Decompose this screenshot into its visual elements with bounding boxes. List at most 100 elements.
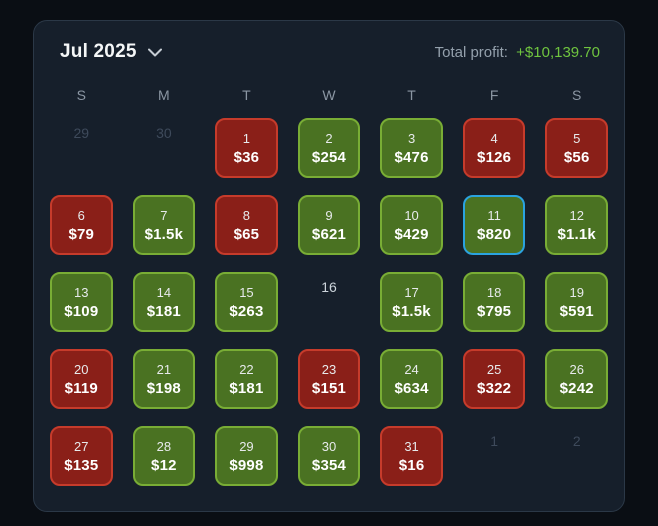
day-number: 2 [325, 130, 333, 146]
total-profit: Total profit: +$10,139.70 [435, 44, 600, 61]
day-number: 27 [74, 438, 89, 454]
calendar-day-cell[interactable]: 21 $198 [132, 349, 196, 409]
calendar-day-cell[interactable]: 29 $998 [215, 426, 278, 486]
day-number: 19 [569, 284, 584, 300]
day-number: 24 [404, 361, 419, 377]
calendar-day-cell: 29 [50, 118, 113, 178]
day-profit-value: $12 [151, 456, 177, 474]
day-number: 4 [490, 130, 498, 146]
day-profit-value: $322 [477, 379, 512, 397]
weekday-header: W [322, 87, 336, 103]
day-number: 20 [74, 361, 89, 377]
day-profit-value: $36 [233, 148, 260, 166]
calendar-day-cell: 1 [463, 426, 526, 486]
day-profit-value: $1.5k [144, 225, 184, 243]
day-number: 1 [490, 433, 499, 449]
weekday-header: M [158, 87, 170, 103]
day-number: 5 [573, 130, 581, 146]
calendar-day-cell[interactable]: 18 $795 [462, 272, 526, 332]
calendar-day-cell[interactable]: 31 $16 [380, 426, 443, 486]
day-profit-value: $181 [229, 379, 264, 397]
day-number: 3 [407, 130, 416, 146]
day-profit-value: $56 [563, 148, 590, 166]
day-profit-value: $16 [398, 456, 425, 474]
calendar-day-cell[interactable]: 17 $1.5k [380, 272, 443, 332]
calendar-day-cell[interactable]: 24 $634 [380, 349, 443, 409]
day-profit-value: $119 [64, 379, 98, 397]
calendar-day-cell: 16 [298, 272, 361, 332]
calendar-day-cell[interactable]: 27 $135 [50, 426, 113, 486]
day-profit-value: $263 [229, 302, 264, 320]
day-profit-value: $135 [64, 456, 99, 474]
day-number: 26 [569, 361, 584, 377]
calendar-day-cell: 30 [133, 118, 196, 178]
calendar-day-cell[interactable]: 14 $181 [132, 272, 196, 332]
calendar-day-cell[interactable]: 12 $1.1k [545, 195, 608, 255]
calendar-day-cell[interactable]: 9 $621 [297, 195, 361, 255]
calendar-day-cell[interactable]: 7 $1.5k [132, 195, 196, 255]
day-profit-value: $79 [68, 225, 95, 243]
calendar-day-cell[interactable]: 25 $322 [462, 349, 526, 409]
day-number: 18 [486, 284, 502, 300]
day-profit-value: $126 [477, 148, 512, 166]
day-number: 31 [404, 438, 419, 454]
day-profit-value: $998 [229, 456, 264, 474]
day-profit-value: $476 [394, 148, 429, 166]
day-profit-value: $65 [233, 225, 260, 243]
chevron-down-icon[interactable] [147, 48, 162, 57]
calendar-day-cell[interactable]: 19 $591 [545, 272, 608, 332]
calendar-day-cell[interactable]: 3 $476 [380, 118, 443, 178]
day-number: 21 [156, 361, 172, 377]
calendar-day-cell[interactable]: 5 $56 [545, 118, 608, 178]
day-number: 29 [73, 125, 90, 141]
day-number: 14 [156, 284, 172, 300]
calendar-day-cell[interactable]: 11 $820 [462, 195, 526, 255]
weekday-header: S [76, 87, 86, 103]
day-number: 30 [321, 438, 337, 454]
calendar-day-cell[interactable]: 1 $36 [215, 118, 278, 178]
day-profit-value: $151 [311, 379, 347, 397]
calendar-day-cell[interactable]: 8 $65 [215, 195, 278, 255]
day-number: 28 [156, 438, 172, 454]
calendar-day-cell[interactable]: 15 $263 [215, 272, 278, 332]
calendar-day-cell[interactable]: 10 $429 [380, 195, 443, 255]
calendar-day-cell[interactable]: 2 $254 [297, 118, 361, 178]
day-profit-value: $621 [311, 225, 347, 243]
month-selector[interactable]: Jul 2025 [60, 41, 162, 63]
day-profit-value: $354 [311, 456, 347, 474]
calendar-day-cell[interactable]: 30 $354 [297, 426, 361, 486]
calendar-day-cell: 2 [545, 426, 608, 486]
calendar-grid: 29 30 1 $36 2 $254 3 $476 4 $126 5 $56 6 $79 7 $1.5k 8 $6… [48, 118, 610, 486]
day-number: 1 [242, 130, 251, 146]
weekday-header: F [489, 87, 499, 103]
calendar-day-cell[interactable]: 4 $126 [462, 118, 526, 178]
day-number: 30 [156, 125, 172, 141]
day-number: 13 [74, 284, 89, 300]
day-profit-value: $242 [559, 379, 594, 397]
calendar-day-cell[interactable]: 20 $119 [50, 349, 113, 409]
day-profit-value: $1.5k [392, 302, 431, 320]
day-number: 2 [572, 433, 581, 449]
day-number: 16 [321, 279, 337, 295]
calendar-day-cell[interactable]: 13 $109 [50, 272, 113, 332]
day-profit-value: $820 [477, 225, 512, 243]
day-profit-value: $429 [394, 225, 429, 243]
total-profit-label: Total profit: [434, 43, 508, 61]
calendar-day-cell[interactable]: 23 $151 [297, 349, 361, 409]
calendar-day-cell[interactable]: 22 $181 [215, 349, 278, 409]
day-profit-value: $634 [394, 379, 429, 397]
calendar-day-cell[interactable]: 28 $12 [132, 426, 196, 486]
day-number: 8 [242, 207, 251, 223]
profit-calendar-card: Jul 2025 Total profit: +$10,139.70 S M T W T… [33, 20, 625, 512]
day-number: 25 [486, 361, 502, 377]
day-number: 10 [404, 207, 419, 223]
day-profit-value: $591 [559, 302, 594, 320]
day-number: 12 [569, 207, 584, 223]
calendar-day-cell[interactable]: 26 $242 [545, 349, 608, 409]
weekday-header: S [572, 87, 582, 103]
calendar-day-cell[interactable]: 6 $79 [50, 195, 113, 255]
day-number: 17 [404, 284, 419, 300]
day-number: 15 [239, 284, 254, 300]
month-label: Jul 2025 [60, 41, 137, 62]
